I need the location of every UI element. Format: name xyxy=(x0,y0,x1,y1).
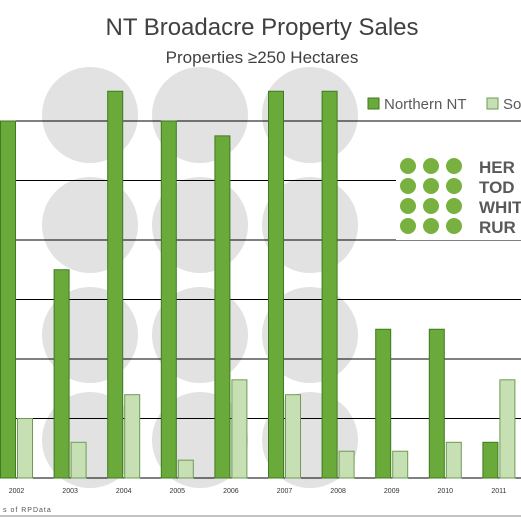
bar-northern xyxy=(160,120,177,479)
legend-label-northern: Northern NT xyxy=(384,96,467,113)
logo-line-2: TOD xyxy=(479,178,515,197)
chart-subtitle: Properties ≥250 Hectares xyxy=(166,48,359,67)
logo-dot xyxy=(446,218,462,234)
bar-southern xyxy=(392,450,409,479)
bar-northern xyxy=(107,90,124,479)
bar-northern xyxy=(53,269,70,479)
logo-dot xyxy=(400,198,416,214)
watermark-circle xyxy=(42,67,138,163)
x-tick-label: 2008 xyxy=(330,488,346,495)
x-tick-label: 2007 xyxy=(277,488,293,495)
x-tick-label: 2002 xyxy=(9,488,25,495)
bar-northern xyxy=(321,90,338,479)
bar-southern xyxy=(338,450,355,479)
bar-northern xyxy=(375,328,392,479)
logo-line-1: HER xyxy=(479,158,515,177)
logo-dot xyxy=(423,198,439,214)
logo-dot xyxy=(446,158,462,174)
bar-southern xyxy=(285,394,301,479)
watermark-background xyxy=(42,67,358,488)
bar-southern xyxy=(177,459,194,479)
bar-northern xyxy=(0,120,16,479)
bar-northern xyxy=(214,135,231,479)
logo-dot xyxy=(400,178,416,194)
bar-southern xyxy=(445,441,462,479)
x-tick-label: 2010 xyxy=(438,488,454,495)
bar-southern xyxy=(124,394,141,479)
bar-northern xyxy=(428,328,445,479)
legend-swatch-southern xyxy=(486,97,499,110)
logo-dot xyxy=(446,178,462,194)
logo-dot xyxy=(423,218,439,234)
watermark-circle xyxy=(42,177,138,273)
logo: HER TOD WHIT RUR xyxy=(396,150,521,240)
bar-southern xyxy=(499,379,516,479)
logo-line-3: WHIT xyxy=(479,198,521,217)
x-tick-label: 2003 xyxy=(62,488,78,495)
x-tick-label: 2006 xyxy=(223,488,239,495)
legend: Northern NT So xyxy=(367,96,521,113)
x-tick-label: 2004 xyxy=(116,488,132,495)
bar-northern xyxy=(268,90,284,479)
logo-dot xyxy=(423,158,439,174)
logo-dot xyxy=(400,218,416,234)
bar-southern xyxy=(70,441,87,479)
bars xyxy=(0,90,516,479)
bar-southern xyxy=(17,418,33,479)
x-tick-label: 2005 xyxy=(170,488,186,495)
bar-southern xyxy=(231,379,248,479)
x-tick-label: 2009 xyxy=(384,488,400,495)
legend-swatch-northern xyxy=(367,97,380,110)
legend-label-southern: So xyxy=(503,96,521,113)
logo-dot xyxy=(446,198,462,214)
logo-line-4: RUR xyxy=(479,218,516,237)
x-axis-ticks: 2002 2003 2004 2005 2006 2007 2008 2009 2010 2011 xyxy=(9,488,507,495)
x-tick-label: 2011 xyxy=(491,488,506,495)
bar-northern xyxy=(482,441,499,479)
logo-dot xyxy=(400,158,416,174)
logo-dot xyxy=(423,178,439,194)
source-note: s of RPData xyxy=(3,507,52,514)
chart-title: NT Broadacre Property Sales xyxy=(105,14,418,41)
